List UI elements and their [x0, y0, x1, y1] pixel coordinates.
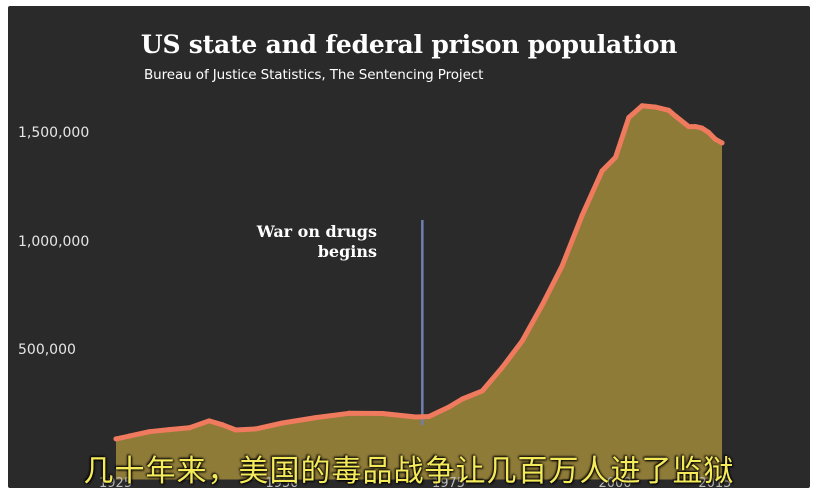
chart-title: US state and federal prison population — [140, 30, 678, 59]
plot-area — [113, 103, 725, 480]
data-point — [459, 396, 465, 402]
data-point — [559, 263, 565, 269]
data-point — [613, 154, 618, 160]
y-tick-label: 1,000,000 — [18, 233, 90, 250]
data-point — [426, 414, 432, 419]
x-tick-label: 1925 — [99, 476, 133, 488]
data-point — [652, 104, 658, 110]
data-point — [719, 140, 725, 146]
data-point — [206, 418, 212, 424]
x-tick-label: 1950 — [265, 476, 299, 488]
data-point — [579, 212, 585, 218]
data-point — [113, 436, 119, 442]
subtitle-caption: 几十年来，美国的毒品战争让几百万人进了监狱 — [83, 454, 735, 488]
data-point — [499, 365, 505, 370]
annotation-line-1: War on drugs — [256, 222, 377, 241]
data-point — [686, 124, 692, 130]
x-tick-label: 1975 — [431, 476, 466, 488]
data-point — [280, 420, 285, 426]
data-point — [413, 414, 419, 420]
chart-subtitle: Bureau of Justice Statistics, The Senten… — [144, 67, 484, 83]
annotation-line-2: begins — [317, 242, 377, 261]
data-point — [253, 426, 259, 432]
x-tick-label: 2015 — [698, 476, 732, 488]
data-point — [706, 130, 712, 135]
data-point — [166, 427, 172, 433]
data-point — [666, 107, 672, 113]
data-point — [313, 415, 319, 421]
data-point — [712, 136, 718, 142]
data-point — [519, 338, 525, 344]
y-tick-label: 1,500,000 — [18, 125, 90, 141]
data-point — [626, 115, 632, 120]
x-tick-label: 2000 — [598, 476, 632, 488]
data-point — [220, 422, 225, 428]
data-point — [692, 124, 698, 130]
data-point — [233, 427, 239, 433]
data-point — [146, 429, 152, 435]
data-point — [346, 410, 352, 416]
data-point — [672, 113, 678, 119]
data-point — [479, 388, 485, 394]
data-point — [699, 125, 705, 131]
data-point — [599, 168, 605, 174]
data-point — [539, 302, 545, 308]
video-frame: US state and federal prison population B… — [8, 6, 810, 488]
war-on-drugs-annotation: War on drugs begins — [257, 222, 377, 262]
data-point — [379, 411, 385, 416]
data-point — [126, 433, 132, 439]
data-point — [186, 425, 192, 431]
y-tick-label: 500,000 — [18, 342, 76, 358]
data-point — [639, 103, 645, 109]
data-point — [446, 404, 452, 410]
prison-population-area — [116, 105, 722, 480]
